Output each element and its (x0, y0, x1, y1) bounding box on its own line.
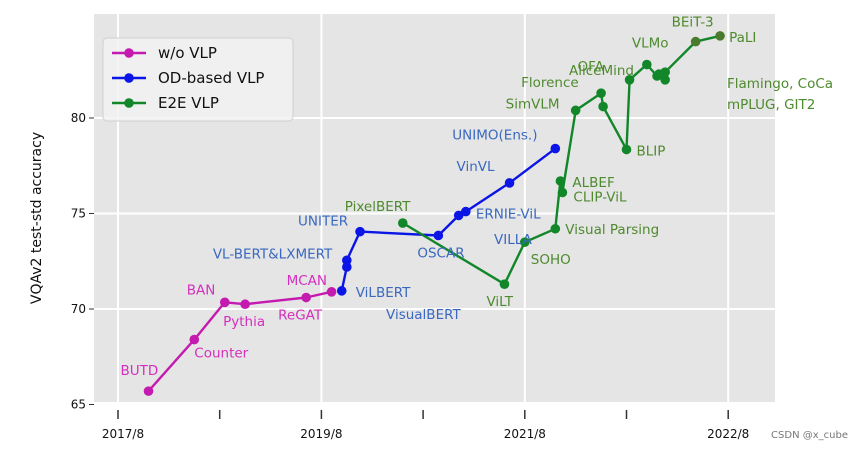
point-label: ERNIE-ViL (476, 207, 541, 223)
annotation-label: VisualBERT (386, 307, 461, 323)
point-label: OSCAR (417, 245, 464, 261)
point-label: ViLT (486, 294, 513, 310)
annotation-label: AliceMind (569, 63, 634, 79)
annotation-label: Flamingo, CoCa (727, 76, 833, 92)
data-point (598, 101, 608, 112)
data-point (219, 297, 230, 308)
x-tick-label: 2019/8 (300, 427, 342, 441)
data-point (326, 287, 337, 297)
data-point (557, 187, 568, 198)
point-label: PaLI (729, 30, 756, 46)
x-tick-label: 2022/8 (707, 427, 749, 441)
data-point (461, 206, 471, 217)
data-points (143, 31, 725, 396)
data-point (453, 210, 464, 221)
y-tick-label: 70 (71, 302, 86, 316)
data-point (397, 218, 408, 228)
data-point (342, 262, 352, 272)
axes: 65 70 75 80 2017/8 2019/8 2021/8 2022/8 (71, 111, 750, 441)
point-label: ReGAT (278, 308, 323, 324)
data-point (570, 105, 581, 116)
legend-entry-1: OD-based VLP (158, 69, 264, 87)
legend-swatch-marker (124, 48, 134, 58)
data-point (301, 292, 311, 303)
point-label: SimVLM (506, 96, 560, 112)
data-point (555, 176, 566, 186)
point-label: ViLBERT (356, 285, 411, 301)
data-point (143, 386, 154, 396)
point-label: VL-BERT&LXMERT (213, 246, 333, 262)
data-point (596, 88, 606, 98)
data-point (189, 334, 200, 345)
data-point (342, 255, 352, 266)
y-axis-label: VQAv2 test-std accuracy (29, 132, 45, 304)
data-point (642, 59, 652, 70)
data-point (336, 286, 347, 296)
point-label: PixelBERT (345, 199, 411, 215)
point-label: UNIMO(Ens.) (452, 128, 537, 144)
y-tick-label: 65 (71, 398, 86, 412)
legend-swatch-marker (124, 98, 134, 108)
legend: w/o VLP OD-based VLP E2E VLP (102, 37, 294, 122)
point-label: BEiT-3 (672, 15, 714, 31)
data-point (240, 299, 250, 310)
y-tick-label: 75 (71, 207, 86, 221)
point-label: VinVL (457, 159, 495, 175)
point-labels: BUTD Counter BAN Pythia ReGAT MCAN ViLBERT VL-B… (121, 15, 834, 380)
data-point (355, 226, 365, 237)
point-label: BUTD (121, 363, 159, 379)
watermark: CSDN @x_cube (771, 430, 848, 441)
y-tick-label: 80 (71, 111, 86, 125)
point-label: Pythia (223, 314, 265, 330)
legend-swatch-marker (124, 73, 134, 83)
data-point (550, 143, 561, 154)
data-point (715, 31, 725, 41)
data-point (660, 67, 670, 77)
data-point (504, 178, 515, 188)
data-point (520, 237, 530, 247)
point-label: SOHO (531, 252, 571, 268)
point-label: BLIP (637, 144, 666, 160)
data-point (433, 230, 444, 241)
data-point (499, 279, 510, 289)
point-label: MCAN (287, 273, 327, 289)
annotation-label: mPLUG, GIT2 (727, 97, 815, 113)
annotation-label: VILLA (494, 232, 533, 248)
data-point (621, 144, 632, 155)
data-point (550, 223, 561, 234)
x-tick-label: 2021/8 (504, 427, 546, 441)
point-label: CLIP-ViL (573, 189, 627, 205)
point-label: ALBEF (572, 175, 614, 191)
legend-entry-0: w/o VLP (158, 44, 217, 62)
point-label: VLMo (632, 36, 669, 52)
data-point (660, 75, 670, 85)
point-label: Florence (521, 75, 579, 91)
point-label: BAN (187, 282, 216, 298)
point-label: Counter (194, 346, 248, 362)
point-label: OFA (578, 59, 605, 75)
legend-box (102, 37, 294, 122)
data-point (624, 75, 635, 85)
legend-entry-2: E2E VLP (158, 94, 219, 112)
point-label: Visual Parsing (565, 222, 659, 238)
point-label: UNITER (298, 214, 348, 230)
data-point (690, 36, 701, 47)
x-tick-label: 2017/8 (102, 427, 144, 441)
